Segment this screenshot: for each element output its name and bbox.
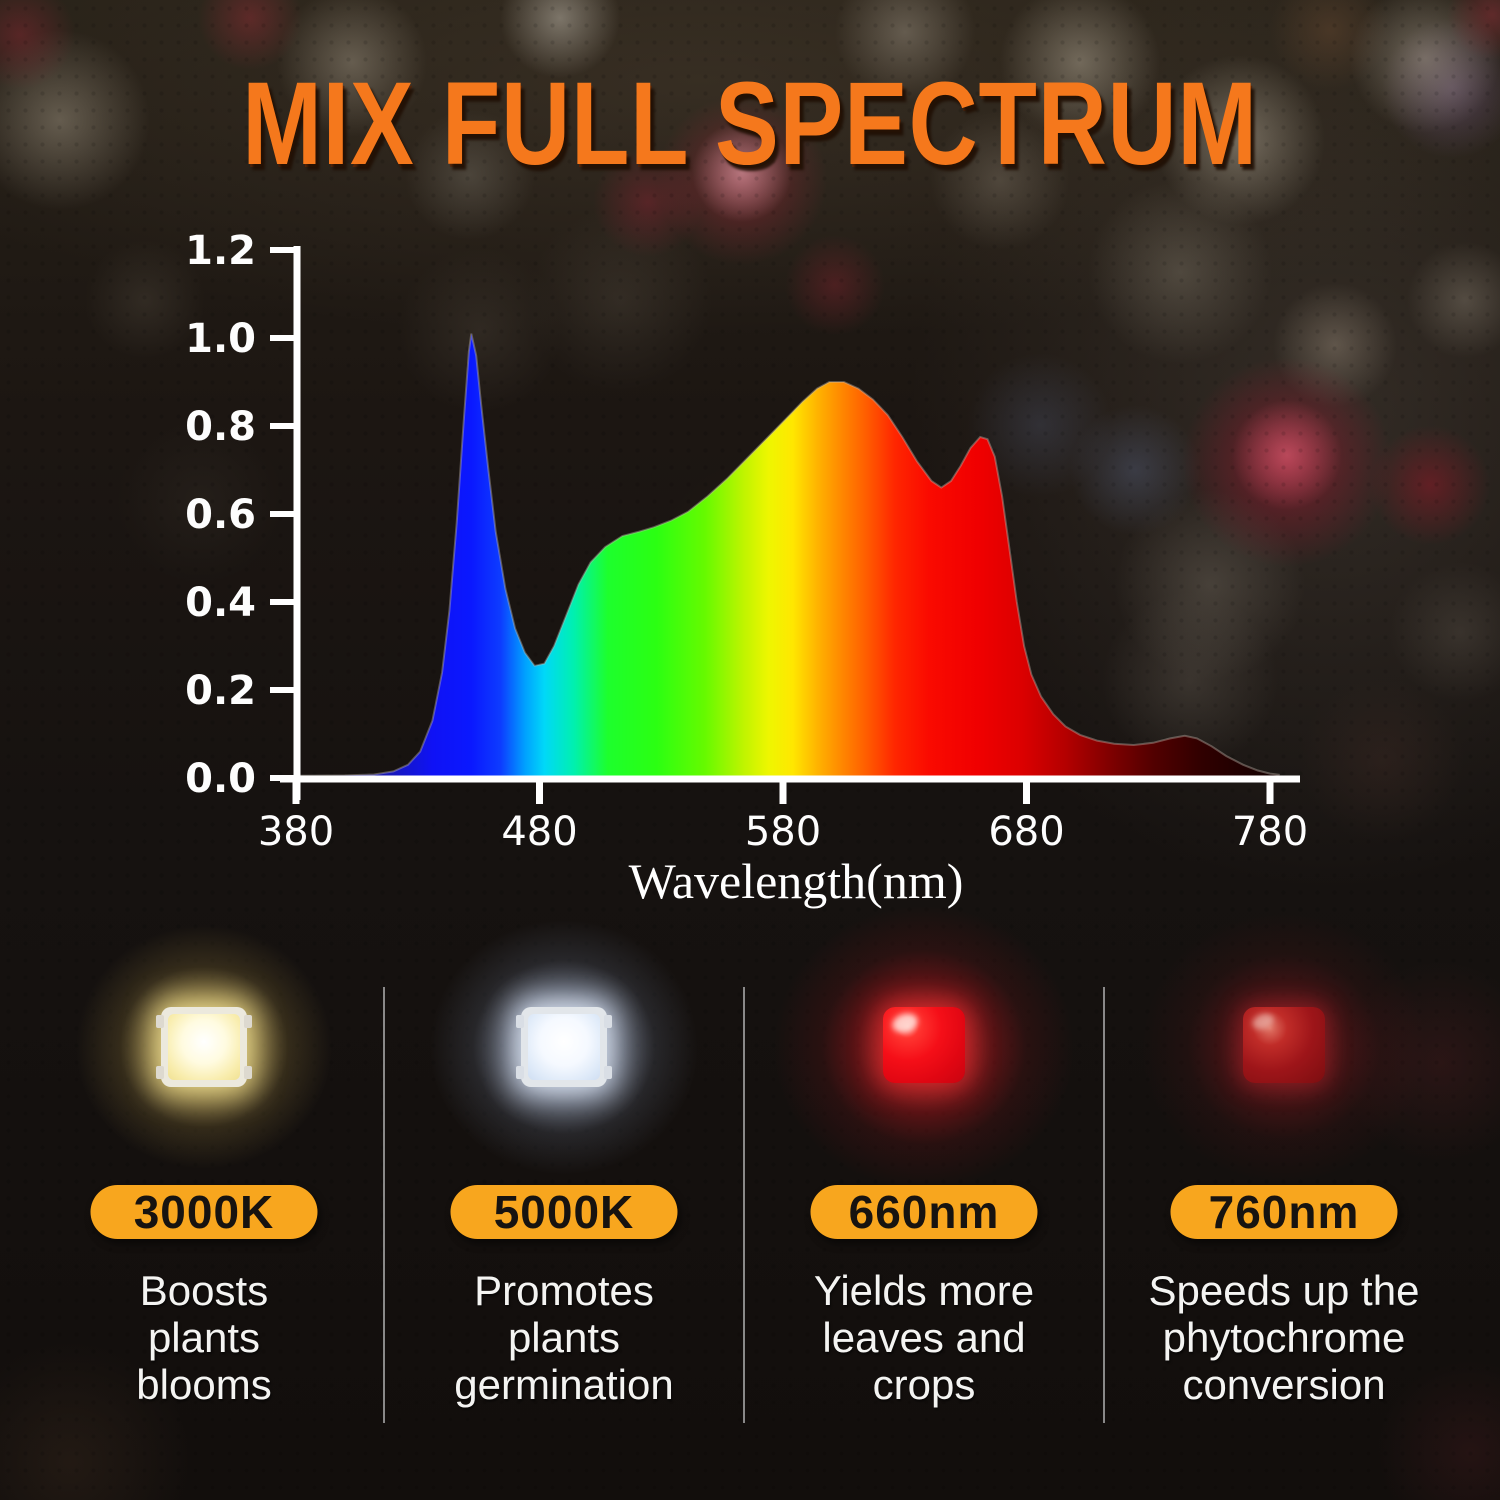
y-tick-label: 0.4: [185, 580, 256, 626]
y-tick-label: 0.6: [185, 492, 256, 538]
led-solder-tab: [244, 1015, 252, 1028]
red-led-chip-icon: [883, 1007, 965, 1083]
led-area: [24, 925, 384, 1185]
feature-badge: 5000K: [450, 1185, 678, 1239]
feature-badge: 660nm: [810, 1185, 1038, 1239]
spectrum-curve-area: [296, 333, 1280, 778]
feature-760nm: 760nm Speeds up the phytochrome conversi…: [1104, 911, 1464, 1455]
led-die: [168, 1014, 240, 1080]
y-tick-label: 1.0: [185, 316, 256, 362]
y-tick-label: 0.0: [185, 756, 256, 802]
led-solder-tab: [156, 1015, 164, 1028]
led-gloss-highlight: [889, 1010, 921, 1036]
feature-badge: 760nm: [1170, 1185, 1398, 1239]
feature-660nm: 660nm Yields more leaves and crops: [744, 904, 1104, 1455]
column-divider: [383, 987, 385, 1423]
column-divider: [743, 987, 745, 1423]
cool-white-led-chip-icon: [516, 1007, 612, 1087]
led-die: [528, 1014, 600, 1080]
led-area: [1104, 911, 1464, 1185]
x-axis-title: Wavelength(nm): [628, 853, 964, 909]
led-solder-tab: [244, 1066, 252, 1079]
chart-tick-labels: 0.0 0.2 0.4 0.6 0.8 1.0 1.2 380 480 580 680 780: [185, 228, 1308, 855]
led-solder-tab: [516, 1015, 524, 1028]
feature-5000k: 5000K Promotes plants germination: [384, 919, 744, 1455]
led-gloss-highlight: [1250, 1010, 1276, 1033]
poster-title: MIX FULL SPECTRUM: [242, 58, 1258, 190]
y-tick-label: 0.8: [185, 404, 256, 450]
spectrum-curve-outline: [295, 333, 1280, 777]
x-tick-label: 680: [988, 809, 1064, 855]
led-area: [744, 904, 1104, 1190]
feature-3000k: 3000K Boosts plants blooms: [24, 925, 384, 1455]
features-row: 3000K Boosts plants blooms 5000K Promote…: [0, 904, 1500, 1455]
led-solder-tab: [604, 1066, 612, 1079]
led-area: [384, 919, 744, 1185]
led-solder-tab: [156, 1066, 164, 1079]
feature-badge: 3000K: [90, 1185, 318, 1239]
deep-red-led-chip-icon: [1243, 1007, 1325, 1083]
feature-description: Boosts plants blooms: [136, 1267, 272, 1408]
feature-description: Promotes plants germination: [454, 1267, 674, 1408]
warm-white-led-chip-icon: [156, 1007, 252, 1087]
led-solder-tab: [604, 1015, 612, 1028]
x-tick-label: 480: [501, 809, 577, 855]
chart-axes: [270, 246, 1300, 804]
led-solder-tab: [516, 1066, 524, 1079]
feature-description: Yields more leaves and crops: [813, 1267, 1035, 1408]
x-tick-label: 580: [745, 809, 821, 855]
feature-description: Speeds up the phytochrome conversion: [1148, 1267, 1420, 1408]
y-tick-label: 0.2: [185, 668, 256, 714]
y-tick-label: 1.2: [185, 228, 256, 274]
x-tick-label: 380: [258, 809, 334, 855]
column-divider: [1103, 987, 1105, 1423]
x-tick-label: 780: [1232, 809, 1308, 855]
